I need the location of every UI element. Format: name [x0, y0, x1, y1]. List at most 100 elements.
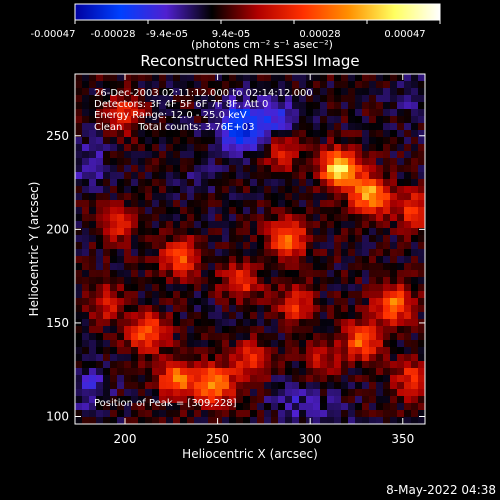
- heatmap-cell: [285, 354, 293, 362]
- heatmap-cell: [75, 81, 83, 89]
- heatmap-cell: [173, 263, 181, 271]
- heatmap-cell: [166, 368, 174, 376]
- heatmap-cell: [327, 242, 335, 250]
- heatmap-cell: [138, 158, 146, 166]
- heatmap-cell: [82, 270, 90, 278]
- heatmap-cell: [341, 417, 349, 425]
- heatmap-cell: [201, 95, 209, 103]
- heatmap-cell: [166, 179, 174, 187]
- heatmap-cell: [194, 277, 202, 285]
- heatmap-cell: [327, 193, 335, 201]
- heatmap-cell: [96, 277, 104, 285]
- heatmap-cell: [376, 270, 384, 278]
- heatmap-cell: [208, 88, 216, 96]
- heatmap-cell: [159, 165, 167, 173]
- heatmap-cell: [390, 228, 398, 236]
- heatmap-cell: [397, 368, 405, 376]
- heatmap-cell: [222, 417, 230, 425]
- heatmap-cell: [82, 158, 90, 166]
- heatmap-cell: [166, 375, 174, 383]
- heatmap-cell: [404, 298, 412, 306]
- heatmap-cell: [103, 165, 111, 173]
- heatmap-cell: [292, 263, 300, 271]
- heatmap-cell: [138, 123, 146, 131]
- heatmap-cell: [152, 221, 160, 229]
- heatmap-cell: [383, 249, 391, 257]
- heatmap-cell: [285, 403, 293, 411]
- heatmap-cell: [348, 109, 356, 117]
- heatmap-cell: [250, 95, 258, 103]
- heatmap-cell: [82, 284, 90, 292]
- heatmap-cell: [138, 326, 146, 334]
- heatmap-cell: [103, 312, 111, 320]
- heatmap-cell: [215, 88, 223, 96]
- heatmap-cell: [75, 284, 83, 292]
- heatmap-cell: [278, 403, 286, 411]
- heatmap-cell: [292, 88, 300, 96]
- heatmap-cell: [215, 81, 223, 89]
- heatmap-cell: [131, 172, 139, 180]
- heatmap-cell: [278, 410, 286, 418]
- heatmap-cell: [194, 130, 202, 138]
- heatmap-cell: [369, 179, 377, 187]
- heatmap-cell: [397, 382, 405, 390]
- heatmap-cell: [243, 88, 251, 96]
- heatmap-cell: [327, 256, 335, 264]
- heatmap-cell: [103, 130, 111, 138]
- heatmap-cell: [166, 144, 174, 152]
- heatmap-cell: [278, 130, 286, 138]
- colorbar-gradient: [74, 3, 441, 21]
- heatmap-cell: [390, 389, 398, 397]
- heatmap-cell: [341, 263, 349, 271]
- heatmap-cell: [96, 228, 104, 236]
- heatmap-cell: [292, 347, 300, 355]
- heatmap-cell: [362, 361, 370, 369]
- heatmap-cell: [250, 319, 258, 327]
- heatmap-cell: [124, 277, 132, 285]
- heatmap-cell: [229, 263, 237, 271]
- heatmap-cell: [243, 102, 251, 110]
- heatmap-cell: [411, 284, 419, 292]
- heatmap-cell: [257, 249, 265, 257]
- heatmap-cell: [355, 410, 363, 418]
- heatmap-cell: [222, 319, 230, 327]
- heatmap-cell: [362, 347, 370, 355]
- heatmap-cell: [96, 242, 104, 250]
- heatmap-cell: [152, 298, 160, 306]
- heatmap-cell: [215, 298, 223, 306]
- heatmap-cell: [124, 130, 132, 138]
- heatmap-cell: [418, 291, 426, 299]
- heatmap-cell: [271, 305, 279, 313]
- heatmap-cell: [124, 270, 132, 278]
- heatmap-cell: [299, 165, 307, 173]
- heatmap-cell: [327, 403, 335, 411]
- heatmap-cell: [208, 158, 216, 166]
- heatmap-cell: [187, 130, 195, 138]
- heatmap-cell: [194, 389, 202, 397]
- heatmap-cell: [159, 354, 167, 362]
- heatmap-cell: [271, 368, 279, 376]
- heatmap-cell: [103, 88, 111, 96]
- x-tick-label: 200: [114, 432, 137, 446]
- heatmap-cell: [341, 284, 349, 292]
- heatmap-cell: [292, 242, 300, 250]
- heatmap-cell: [348, 151, 356, 159]
- heatmap-cell: [117, 172, 125, 180]
- heatmap-cell: [383, 95, 391, 103]
- heatmap-cell: [285, 417, 293, 425]
- heatmap-cell: [285, 298, 293, 306]
- heatmap-cell: [159, 207, 167, 215]
- heatmap-cell: [166, 305, 174, 313]
- heatmap-cell: [355, 186, 363, 194]
- heatmap-cell: [96, 354, 104, 362]
- heatmap-cell: [299, 396, 307, 404]
- heatmap-cell: [103, 326, 111, 334]
- heatmap-cell: [103, 81, 111, 89]
- heatmap-cell: [306, 95, 314, 103]
- heatmap-cell: [201, 347, 209, 355]
- heatmap-cell: [180, 137, 188, 145]
- heatmap-cell: [369, 326, 377, 334]
- heatmap-cell: [187, 242, 195, 250]
- heatmap-cell: [222, 95, 230, 103]
- heatmap-cell: [236, 116, 244, 124]
